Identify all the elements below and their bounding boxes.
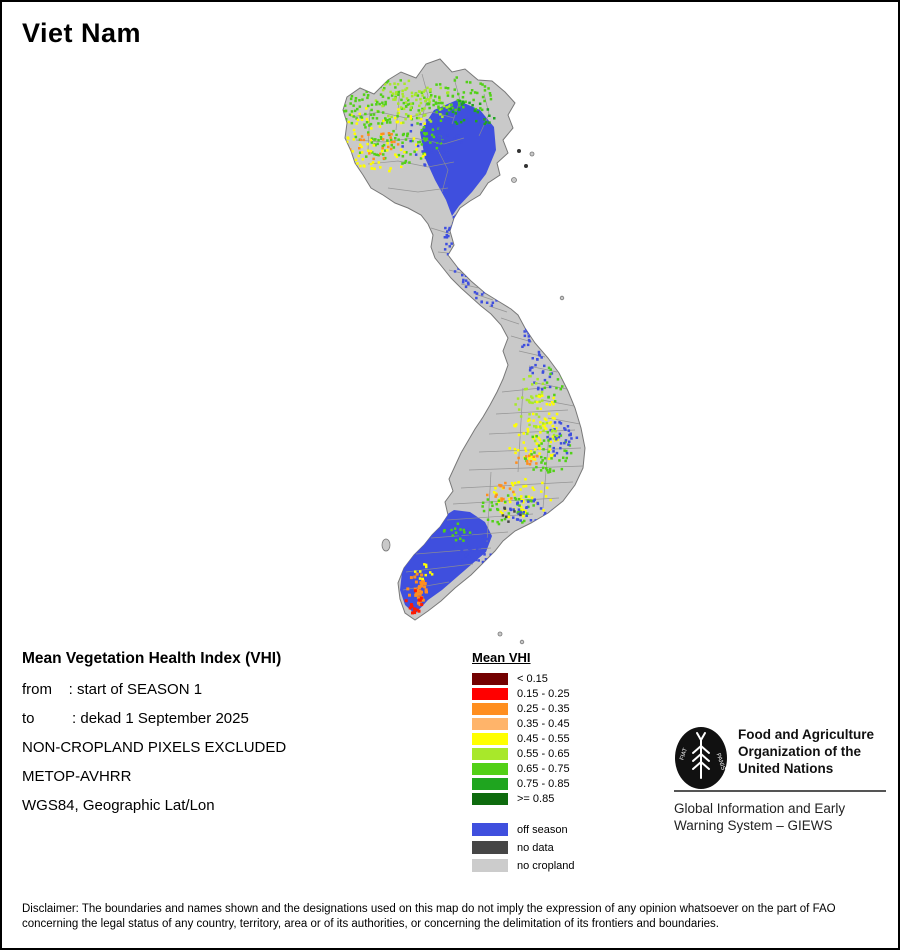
- legend-swatch: [472, 778, 508, 790]
- legend-title: Mean VHI: [472, 650, 531, 665]
- legend-row: 0.25 - 0.35: [472, 703, 575, 715]
- legend-row: 0.35 - 0.45: [472, 718, 575, 730]
- legend-label: 0.55 - 0.65: [517, 748, 570, 760]
- legend-row: >= 0.85: [472, 793, 575, 805]
- legend-label: 0.15 - 0.25: [517, 688, 570, 700]
- legend-extra-list: off season no data no cropland: [472, 823, 575, 872]
- legend-label: 0.45 - 0.55: [517, 733, 570, 745]
- fao-divider: [674, 790, 886, 792]
- legend-swatch: [472, 673, 508, 685]
- vhi-heading: Mean Vegetation Health Index (VHI): [22, 650, 282, 667]
- legend-row: 0.55 - 0.65: [472, 748, 575, 760]
- legend-label: no cropland: [517, 859, 575, 872]
- legend-swatch: [472, 823, 508, 836]
- legend-swatch: [472, 859, 508, 872]
- legend-row: < 0.15: [472, 673, 575, 685]
- legend-swatch: [472, 748, 508, 760]
- legend-swatch: [472, 733, 508, 745]
- info-line-sensor: METOP-AVHRR: [22, 768, 132, 785]
- legend-label: >= 0.85: [517, 793, 555, 805]
- fao-org-name: Food and Agriculture Organization of the…: [738, 727, 874, 776]
- legend-swatch: [472, 763, 508, 775]
- legend-row: 0.15 - 0.25: [472, 688, 575, 700]
- legend-row: 0.65 - 0.75: [472, 763, 575, 775]
- legend-label: < 0.15: [517, 673, 548, 685]
- legend-class-list: < 0.15 0.15 - 0.25 0.25 - 0.35 0.35 - 0.45 0…: [472, 673, 575, 805]
- legend-swatch: [472, 841, 508, 854]
- legend-label: off season: [517, 823, 568, 836]
- legend-swatch: [472, 703, 508, 715]
- legend-label: no data: [517, 841, 554, 854]
- legend-label: 0.65 - 0.75: [517, 763, 570, 775]
- legend-row: off season: [472, 823, 575, 836]
- legend-label: 0.75 - 0.85: [517, 778, 570, 790]
- giews-label: Global Information and Early Warning Sys…: [674, 801, 846, 833]
- legend-row: 0.75 - 0.85: [472, 778, 575, 790]
- legend-label: 0.35 - 0.45: [517, 718, 570, 730]
- map-info-block: Mean Vegetation Health Index (VHI) from …: [22, 650, 286, 826]
- info-line-projection: WGS84, Geographic Lat/Lon: [22, 797, 215, 814]
- legend-swatch: [472, 793, 508, 805]
- disclaimer-text: Disclaimer: The boundaries and names sho…: [22, 903, 836, 930]
- info-line-cropland: NON-CROPLAND PIXELS EXCLUDED: [22, 739, 287, 756]
- legend-row: 0.45 - 0.55: [472, 733, 575, 745]
- fao-block: FIAT PANIS Food and Agriculture Organiza…: [674, 726, 886, 834]
- fao-motto-right: PANIS: [715, 753, 726, 772]
- islands: [381, 149, 565, 645]
- legend-swatch: [472, 718, 508, 730]
- legend-row: no data: [472, 841, 575, 854]
- legend-label: 0.25 - 0.35: [517, 703, 570, 715]
- info-line-to: to : dekad 1 September 2025: [22, 710, 249, 727]
- wheat-icon: [692, 732, 710, 779]
- fao-logo-icon: FIAT PANIS: [675, 727, 727, 789]
- legend-row: no cropland: [472, 859, 575, 872]
- vhi-legend: Mean VHI < 0.15 0.15 - 0.25 0.25 - 0.35 0.3…: [472, 650, 575, 877]
- page-title: Viet Nam: [22, 18, 142, 48]
- legend-swatch: [472, 688, 508, 700]
- info-line-from: from : start of SEASON 1: [22, 681, 203, 698]
- fao-motto-left: FIAT: [679, 747, 689, 761]
